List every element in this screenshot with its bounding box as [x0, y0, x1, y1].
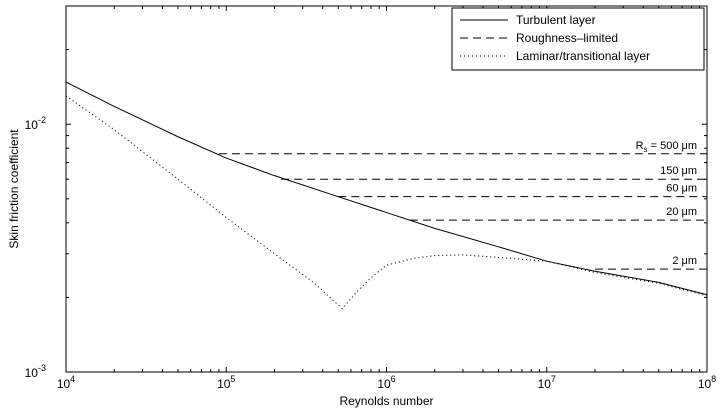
roughness-label-2: 60 μm — [666, 183, 697, 195]
roughness-annotations: Rs = 500 μm 150 μm 60 μm 20 μm 2 μm — [636, 140, 697, 267]
plot-lines — [65, 81, 708, 310]
y-tick-label-0: 10-3 — [25, 363, 46, 380]
series-line-2 — [65, 95, 708, 310]
y-tick-label-1: 10-2 — [25, 115, 46, 132]
legend-box — [451, 7, 705, 71]
roughness-label-0: Rs = 500 μm — [636, 140, 697, 154]
x-tick-label-3: 107 — [538, 374, 556, 391]
x-axis-label: Reynolds number — [339, 394, 433, 408]
x-tick-label-1: 105 — [217, 374, 235, 391]
roughness-label-4: 2 μm — [672, 255, 697, 267]
y-axis-label: Skin friction coefficient — [7, 129, 21, 249]
roughness-label-1: 150 μm — [660, 165, 697, 177]
series-line-0 — [65, 81, 708, 296]
legend-label-2: Laminar/transitional layer — [516, 49, 650, 63]
x-tick-label-2: 106 — [377, 374, 395, 391]
axes: 104 105 106 107 108 10-3 10-2 — [25, 5, 716, 391]
roughness-label-3: 20 μm — [666, 206, 697, 218]
legend-label-0: Turbulent layer — [516, 13, 596, 27]
x-tick-label-4: 108 — [698, 374, 716, 391]
legend-label-1: Roughness–limited — [516, 31, 618, 45]
legend: Turbulent layer Roughness–limited Laminar/… — [451, 7, 705, 71]
x-tick-label-0: 104 — [57, 374, 75, 391]
